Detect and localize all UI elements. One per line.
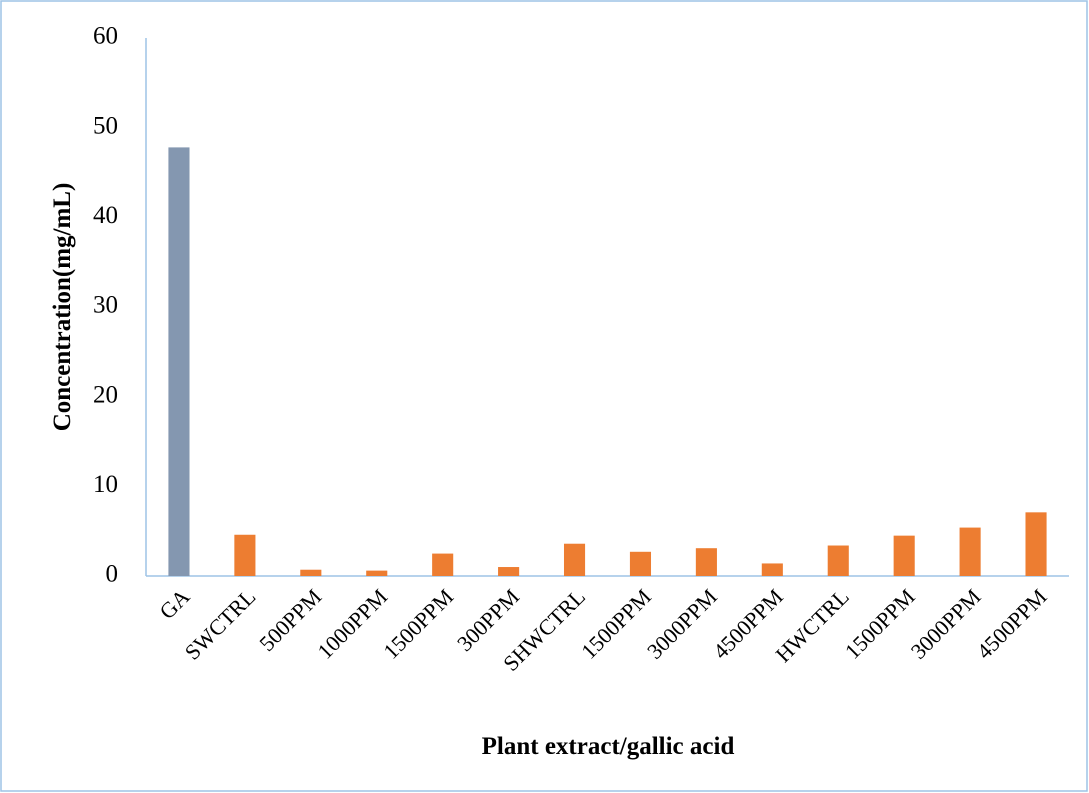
y-tick-label: 20 (93, 381, 118, 408)
x-axis-title: Plant extract/gallic acid (482, 733, 735, 760)
bar (894, 536, 915, 576)
bar (168, 147, 189, 576)
y-axis-title: Concentration(mg/mL) (49, 183, 76, 432)
bar (630, 552, 651, 576)
y-tick-label: 50 (93, 112, 118, 139)
y-tick-label: 60 (93, 23, 118, 50)
y-tick-label: 40 (93, 202, 118, 229)
bar (564, 544, 585, 576)
bar (432, 554, 453, 576)
y-tick-label: 30 (93, 292, 118, 319)
chart-border (1, 1, 1087, 791)
bar (696, 548, 717, 576)
bar (960, 528, 981, 576)
bar (300, 570, 321, 576)
bar (828, 546, 849, 576)
bar (1025, 512, 1046, 576)
y-tick-label: 10 (93, 471, 118, 498)
bar (366, 571, 387, 576)
chart: Plant extract/gallic acid Concentration(… (0, 0, 1089, 793)
bar (762, 563, 783, 576)
bar (234, 535, 255, 576)
bar (498, 567, 519, 576)
y-tick-label: 0 (106, 561, 119, 588)
